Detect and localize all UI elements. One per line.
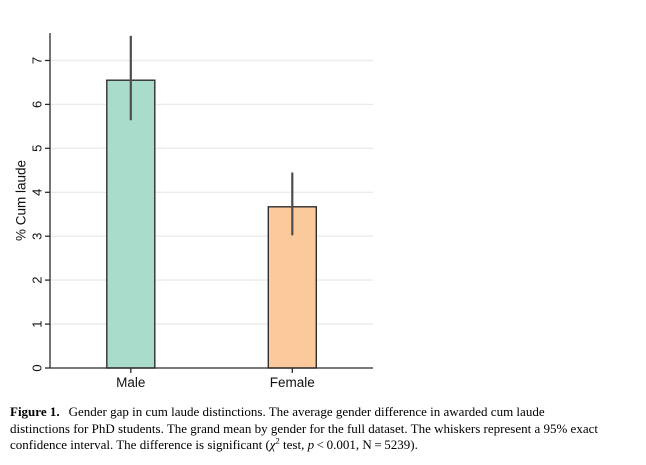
caption-text-1: Gender gap in cum laude distinctions. Th… xyxy=(68,404,545,419)
caption-text-5: < 0.001, N = 5239). xyxy=(314,437,418,453)
caption-text-4: test, xyxy=(279,437,308,453)
x-category-label-female: Female xyxy=(270,375,315,390)
bar-male xyxy=(106,79,156,369)
caption-line-1: Figure 1. Gender gap in cum laude distinc… xyxy=(10,404,638,421)
caption-chi-symbol: χ xyxy=(269,437,276,453)
caption-text-2: distinctions for PhD students. The grand… xyxy=(10,420,598,436)
y-tick-label: 0 xyxy=(30,364,45,371)
y-tick-label: 4 xyxy=(30,189,45,196)
bar-chart-svg: Male Female 0 1 2 3 4 5 6 7 % Cum laude xyxy=(14,33,373,390)
y-axis-title: % Cum laude xyxy=(14,160,29,241)
x-category-label-male: Male xyxy=(116,375,145,390)
caption-p-symbol: p xyxy=(307,437,315,453)
y-tick-label: 6 xyxy=(30,101,45,108)
caption-chi-exponent: 2 xyxy=(275,435,280,446)
caption-text-3: confidence interval. The difference is s… xyxy=(10,437,270,453)
caption-line-3: confidence interval. The difference is s… xyxy=(10,437,638,454)
figure-caption: Figure 1. Gender gap in cum laude distinc… xyxy=(10,404,638,454)
y-tick-label: 7 xyxy=(30,57,45,64)
y-tick-label: 5 xyxy=(30,145,45,152)
y-tick-label: 1 xyxy=(30,320,45,327)
caption-line-2: distinctions for PhD students. The grand… xyxy=(10,421,638,438)
caption-label: Figure 1. xyxy=(10,404,60,419)
y-tick-label: 2 xyxy=(30,276,45,283)
y-tick-label: 3 xyxy=(30,233,45,240)
chart-area: Male Female 0 1 2 3 4 5 6 7 % Cum laude xyxy=(14,33,373,390)
